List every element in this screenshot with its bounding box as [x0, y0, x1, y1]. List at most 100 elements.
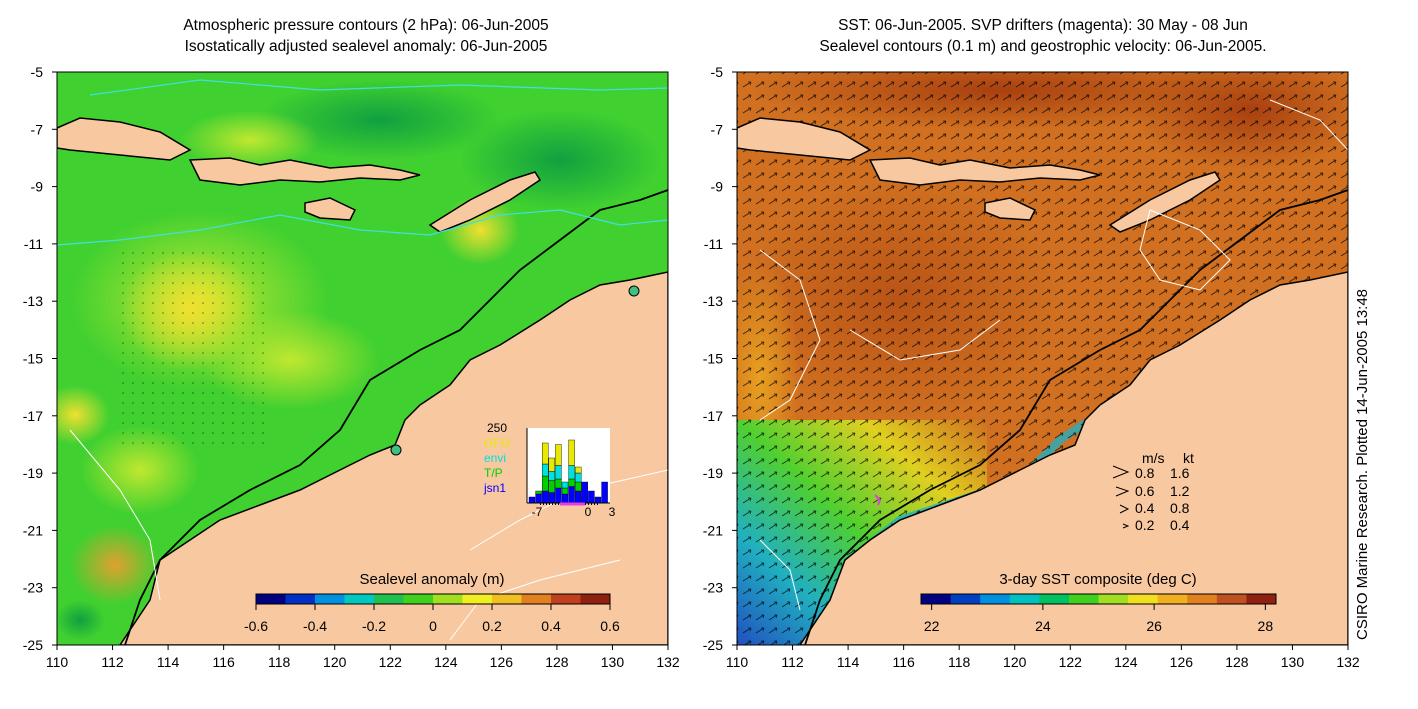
left-x-tick-label: 114 — [157, 654, 180, 670]
inset-bars — [528, 439, 608, 504]
right-x-tick-label: 114 — [837, 654, 860, 670]
velocity-key-ms-1: 0.6 — [1135, 483, 1155, 499]
left-x-tick-label: 126 — [490, 654, 514, 670]
left-shelf-break-contour — [124, 189, 668, 645]
right-colorbar-swatch — [1128, 594, 1159, 604]
right-x-tick-label: 112 — [781, 654, 804, 670]
inset-bar-jsn1 — [535, 493, 542, 504]
right-y-tick-label: -25 — [703, 637, 723, 653]
right-y-axis: -5 -7 -9 -11 -13 -15 -17 -19 -21 -23 -25 — [703, 64, 737, 653]
left-y-tick-label: -21 — [23, 522, 43, 538]
left-pressure-contour-cyan-2 — [89, 79, 668, 96]
inset-bar-jsn1 — [568, 486, 575, 504]
right-sumba-island — [984, 197, 1037, 221]
inset-bar-jsn1 — [575, 490, 582, 504]
left-x-tick-label: 120 — [323, 654, 347, 670]
right-x-tick-label: 132 — [1336, 654, 1360, 670]
inset-legend-envi: envi — [484, 451, 506, 465]
left-y-tick-label: -5 — [31, 64, 44, 80]
velocity-key-arrow-0 — [1112, 465, 1130, 479]
right-title-line1: SST: 06-Jun-2005. SVP drifters (magenta)… — [838, 17, 1248, 34]
velocity-key-kt-2: 0.8 — [1170, 500, 1190, 516]
inset-bar-envi — [548, 471, 555, 481]
velocity-key-header-kt: kt — [1183, 450, 1194, 466]
left-x-tick-label: 110 — [46, 654, 69, 670]
left-x-tick-label: 122 — [379, 654, 403, 670]
left-map — [57, 72, 668, 645]
left-colorbar-swatch — [403, 594, 434, 604]
left-java-island — [57, 117, 192, 161]
right-y-tick-label: -9 — [711, 179, 724, 195]
left-y-tick-label: -19 — [23, 465, 43, 481]
left-colorbar-swatch — [315, 594, 345, 604]
left-y-tick-label: -11 — [24, 236, 43, 252]
right-colorbar-swatch — [1068, 594, 1099, 604]
left-timor-island — [428, 171, 542, 233]
left-x-tick-label: 116 — [212, 654, 235, 670]
velocity-key-kt-0: 1.6 — [1170, 465, 1190, 481]
left-x-axis: 110 112 114 116 118 120 122 124 126 128 130 132 — [46, 645, 680, 670]
left-y-tick-label: -23 — [23, 580, 43, 596]
right-colorbar-tick-label: 22 — [924, 618, 940, 634]
left-colorbar-swatch — [521, 594, 552, 604]
left-x-tick-label: 128 — [545, 654, 569, 670]
right-x-tick-label: 128 — [1225, 654, 1249, 670]
right-colorbar-tick-label: 24 — [1035, 618, 1051, 634]
velocity-key: m/s kt 0.8 1.6 0.6 1.2 0.4 0.8 0.2 0.4 — [1112, 450, 1194, 533]
inset-bar-tp — [535, 490, 542, 495]
right-y-tick-label: -15 — [703, 351, 723, 367]
inset-bar-jsn1 — [528, 496, 536, 504]
inset-bar-gfo — [575, 466, 582, 474]
inset-bar-tp — [561, 487, 569, 495]
right-java-island — [737, 117, 872, 161]
right-x-tick-label: 126 — [1170, 654, 1194, 670]
inset-bar-jsn1 — [555, 487, 562, 504]
left-y-tick-label: -13 — [23, 293, 43, 309]
right-colorbar-frame — [920, 593, 1277, 605]
right-shelf-break-contour — [804, 189, 1348, 645]
right-y-tick-label: -23 — [703, 580, 723, 596]
left-colorbar-swatch — [256, 594, 286, 604]
right-x-tick-label: 120 — [1003, 654, 1027, 670]
right-colorbar-swatch — [1009, 594, 1040, 604]
left-y-tick-label: -15 — [23, 351, 43, 367]
left-station-marker-2 — [628, 285, 640, 297]
left-colorbar-swatch — [462, 594, 493, 604]
left-colorbar-swatch — [492, 594, 522, 604]
inset-bar-envi — [542, 463, 549, 477]
inset-bar-jsn1 — [542, 490, 549, 504]
right-y-tick-label: -11 — [704, 236, 723, 252]
left-y-tick-label: -17 — [23, 408, 43, 424]
right-x-tick-label: 122 — [1059, 654, 1083, 670]
left-colorbar-ticks: -0.6 -0.4 -0.2 0 0.2 0.4 0.6 — [244, 604, 620, 634]
velocity-key-arrow-3 — [1122, 523, 1130, 529]
velocity-key-kt-1: 1.2 — [1170, 483, 1190, 499]
inset-bar-gfo — [548, 457, 555, 472]
inset-bar-gfo — [568, 439, 575, 466]
right-colorbar-swatch — [1216, 594, 1247, 604]
inset-bar-tp — [542, 475, 549, 492]
right-x-tick-label: 124 — [1114, 654, 1138, 670]
left-y-tick-label: -25 — [23, 637, 43, 653]
velocity-key-arrow-1 — [1115, 486, 1130, 497]
left-y-tick-label: -7 — [31, 121, 44, 137]
right-title-line2: Sealevel contours (0.1 m) and geostrophi… — [819, 38, 1267, 55]
velocity-key-header-ms: m/s — [1142, 450, 1165, 466]
left-colorbar-tick-label: -0.4 — [303, 618, 327, 634]
right-colorbar-title: 3-day SST composite (deg C) — [999, 571, 1196, 588]
left-pressure-contour-cyan — [57, 209, 668, 246]
left-colorbar-swatch — [551, 594, 581, 604]
left-colorbar-tick-label: 0 — [429, 618, 437, 634]
left-australia-landmass — [119, 271, 668, 645]
inset-legend-jsn1: jsn1 — [483, 481, 506, 495]
right-colorbar-swatches — [921, 594, 1277, 604]
left-map-title: Atmospheric pressure contours (2 hPa): 0… — [60, 15, 672, 57]
left-colorbar-swatch — [285, 594, 316, 604]
inset-bar-jsn1 — [548, 492, 555, 504]
right-sealevel-contours — [759, 99, 1348, 611]
left-x-tick-label: 132 — [656, 654, 680, 670]
inset-bar-envi — [568, 465, 575, 480]
left-colorbar-tick-label: 0.4 — [541, 618, 561, 634]
inset-x-label-min: -7 — [532, 505, 543, 519]
left-title-line2: Isostatically adjusted sealevel anomaly:… — [184, 38, 548, 55]
